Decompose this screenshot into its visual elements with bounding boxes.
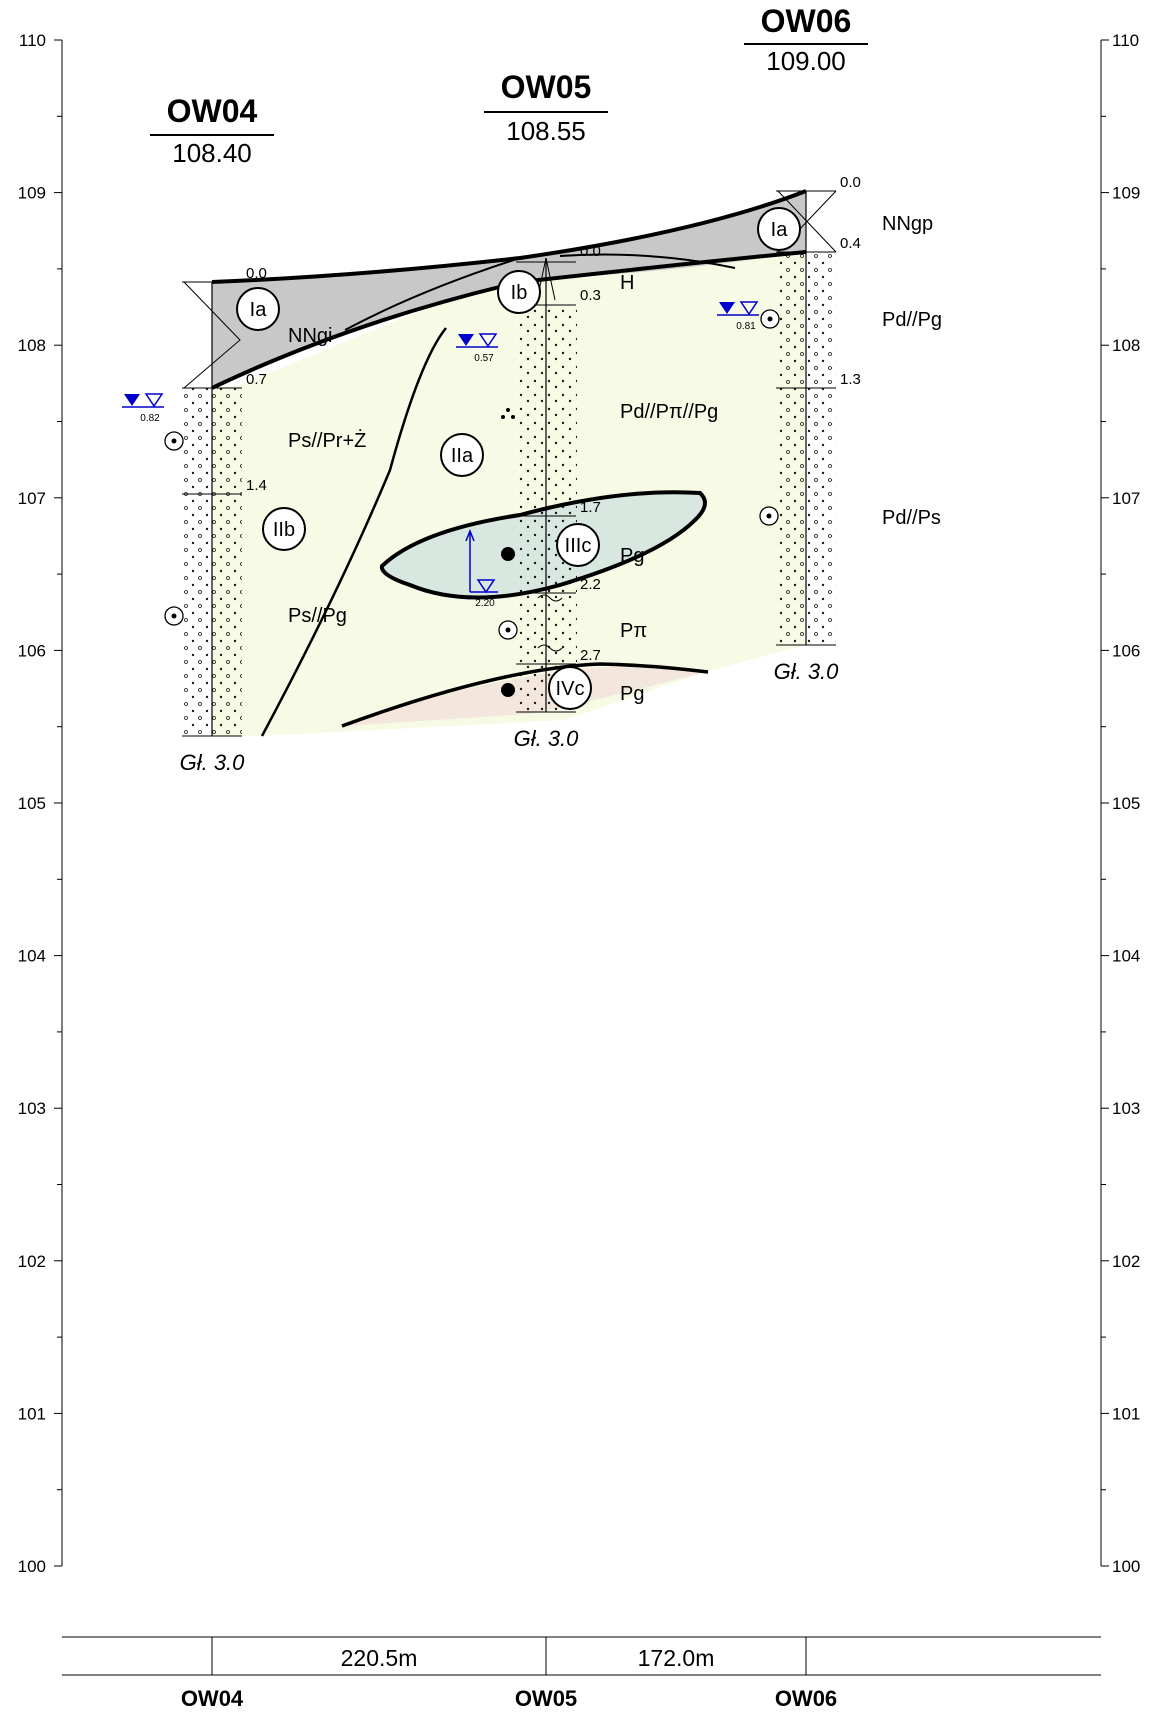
soil-label-nngi: NNgi [288, 325, 332, 347]
right-axis-tick-label: 107 [1112, 489, 1140, 508]
distance-table: 220.5m 172.0m OW04 OW05 OW06 [62, 1636, 1101, 1711]
layer-id-ib: Ib [511, 282, 528, 304]
right-axis-tick-label: 102 [1112, 1252, 1140, 1271]
ow05-water-level-1: 0.57 [474, 353, 494, 364]
disturbed-sample-icon [498, 620, 518, 640]
left-axis-tick-label: 101 [18, 1404, 46, 1423]
wavy-boundary-icon [537, 594, 563, 602]
left-elevation-axis: 100 101 102 103 104 105 106 107 108 109 110 [18, 31, 63, 1576]
ow05-depth-2: 1.7 [580, 499, 601, 516]
disturbed-sample-icon [164, 431, 184, 451]
layer-id-ivc: IVc [556, 678, 585, 700]
disturbed-sample-icon [164, 606, 184, 626]
borehole-ow04 [182, 281, 242, 737]
right-axis-tick-label: 109 [1112, 184, 1140, 203]
footer-ow05: OW05 [515, 1686, 577, 1711]
left-axis-tick-label: 104 [18, 947, 46, 966]
ow04-elevation: 108.40 [172, 138, 252, 168]
ow05-water-level-2: 2.20 [475, 598, 495, 609]
left-axis-tick-label: 105 [18, 794, 46, 813]
soil-label-ps-pg: Ps//Pg [288, 605, 347, 627]
borehole-ow05 [515, 257, 577, 713]
right-axis-tick-label: 110 [1112, 31, 1139, 50]
left-axis-tick-label: 102 [18, 1252, 46, 1271]
left-axis-tick-label: 100 [18, 1557, 46, 1576]
soil-label-pd-ppi-pg: Pd//Pπ//Pg [620, 401, 718, 423]
borehole-ow06 [776, 190, 837, 646]
anthropogenic-layer-fill [212, 191, 806, 388]
right-axis-tick-label: 101 [1112, 1404, 1140, 1423]
ow05-water-inflow-icon [465, 528, 498, 594]
ow05-depth-3: 2.2 [580, 576, 601, 593]
right-axis-tick-label: 103 [1112, 1099, 1140, 1118]
ow05-water-level-icon [456, 333, 498, 348]
ow04-final-depth: Gł. 3.0 [180, 750, 246, 775]
undisturbed-sample-icon [501, 683, 515, 697]
wavy-boundary-icon [537, 644, 563, 652]
right-axis-tick-label: 106 [1112, 641, 1140, 660]
ow06-water-level-icon [717, 301, 759, 316]
ow04-water-level-icon [122, 393, 164, 408]
sample-markers [164, 309, 780, 697]
depth-labels: 0.0 0.7 1.4 0.0 0.3 1.7 2.2 2.7 0.0 0.4 … [246, 174, 861, 664]
distance-ow04-ow05: 220.5m [341, 1645, 418, 1671]
ow05-depth-4: 2.7 [580, 647, 601, 664]
footer-ow06: OW06 [775, 1686, 837, 1711]
ow05-title: OW05 [501, 69, 592, 105]
soil-label-pd-pg: Pd//Pg [882, 309, 942, 331]
ow05-elevation: 108.55 [506, 116, 586, 146]
borehole-titles: OW04 108.40 OW05 108.55 OW06 109.00 [150, 3, 868, 168]
ow06-water-level: 0.81 [736, 321, 756, 332]
left-axis-tick-label: 103 [18, 1099, 46, 1118]
left-axis-tick-label: 107 [18, 489, 46, 508]
soil-label-pg-lens: Pg [620, 545, 644, 567]
soil-label-h: H [620, 272, 634, 294]
ow06-depth-1: 0.4 [840, 235, 861, 252]
ow04-title: OW04 [167, 93, 258, 129]
ow06-final-depth: Gł. 3.0 [774, 659, 840, 684]
right-axis-tick-label: 104 [1112, 947, 1140, 966]
ow06-depth-0: 0.0 [840, 174, 861, 191]
layer-id-iia: IIa [451, 445, 474, 467]
disturbed-sample-icon [759, 506, 779, 526]
gravel-symbol-icon [501, 408, 515, 419]
sand-layer-fill [212, 252, 805, 736]
layer-id-circles: Ia Ib Ia IIa IIb IIIc IVc [236, 207, 801, 710]
soil-label-pg-bottom: Pg [620, 683, 644, 705]
distance-ow05-ow06: 172.0m [638, 1645, 715, 1671]
right-axis-tick-label: 108 [1112, 336, 1140, 355]
soil-label-pd-ps: Pd//Ps [882, 507, 941, 529]
right-elevation-axis: 100 101 102 103 104 105 106 107 108 109 110 [1100, 31, 1140, 1576]
ow05-final-depth: Gł. 3.0 [514, 726, 580, 751]
ow06-elevation: 109.00 [766, 46, 846, 76]
layer-id-ia-right: Ia [771, 219, 789, 241]
ow04-depth-0: 0.0 [246, 265, 267, 282]
right-axis-tick-label: 100 [1112, 1557, 1140, 1576]
ow06-title: OW06 [761, 3, 852, 39]
layer-id-iib: IIb [273, 519, 295, 541]
disturbed-sample-icon [760, 309, 780, 329]
layer-id-ia-left: Ia [250, 299, 268, 321]
soil-label-ppi: Pπ [620, 620, 647, 642]
footer-ow04: OW04 [181, 1686, 244, 1711]
soil-label-nngp: NNgp [882, 213, 933, 235]
right-axis-tick-label: 105 [1112, 794, 1140, 813]
ow04-depth-2: 1.4 [246, 477, 267, 494]
ow06-depth-2: 1.3 [840, 371, 861, 388]
left-axis-tick-label: 109 [18, 184, 46, 203]
water-levels: 0.82 0.57 2.20 0.81 [122, 301, 759, 609]
soil-labels: NNgi NNgp H Ps//Pr+Ż Ps//Pg Pd//Pπ//Pg P… [288, 213, 942, 705]
left-axis-tick-label: 106 [18, 641, 46, 660]
undisturbed-sample-icon [501, 547, 515, 561]
ow05-depth-1: 0.3 [580, 287, 601, 304]
ow05-depth-0: 0.0 [580, 243, 601, 260]
final-depth-labels: Gł. 3.0 Gł. 3.0 Gł. 3.0 [180, 659, 840, 775]
ow04-depth-1: 0.7 [246, 371, 267, 388]
left-axis-tick-label: 108 [18, 336, 46, 355]
layer-id-iiic: IIIc [565, 535, 592, 557]
soil-label-ps-pr-z: Ps//Pr+Ż [288, 429, 366, 452]
left-axis-tick-label: 110 [19, 31, 46, 50]
ow04-water-level: 0.82 [140, 413, 160, 424]
